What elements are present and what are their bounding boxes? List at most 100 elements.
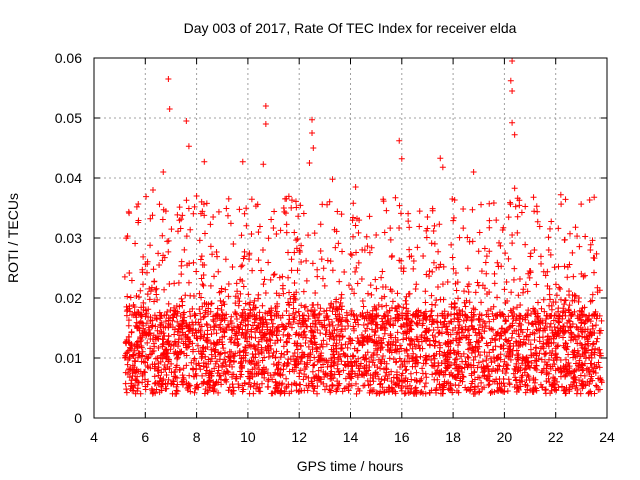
data-point xyxy=(462,303,469,310)
data-point xyxy=(531,330,538,337)
data-point xyxy=(148,350,155,357)
data-point xyxy=(542,387,549,394)
data-point xyxy=(267,312,274,319)
data-point xyxy=(323,327,330,334)
data-point xyxy=(511,365,518,372)
x-axis-label: GPS time / hours xyxy=(297,458,404,474)
data-point xyxy=(505,214,512,221)
data-point xyxy=(207,243,214,250)
data-point xyxy=(347,251,354,258)
data-point xyxy=(364,290,371,297)
data-point xyxy=(251,380,258,387)
data-point xyxy=(263,338,270,345)
data-point xyxy=(393,371,400,378)
data-point xyxy=(383,207,390,214)
data-point xyxy=(212,360,219,367)
data-point xyxy=(198,294,205,301)
data-point xyxy=(407,325,414,332)
data-point xyxy=(254,381,261,388)
data-point xyxy=(587,247,594,254)
data-point xyxy=(135,350,142,357)
data-point xyxy=(321,317,328,324)
data-point xyxy=(481,365,488,372)
data-point xyxy=(456,322,463,329)
data-point xyxy=(240,354,247,361)
data-point xyxy=(584,340,591,347)
data-point xyxy=(245,321,252,328)
data-point xyxy=(349,368,356,375)
data-point xyxy=(555,305,562,312)
data-point xyxy=(290,316,297,323)
data-point xyxy=(421,383,428,390)
data-point xyxy=(350,200,357,207)
data-point xyxy=(368,291,375,298)
data-point xyxy=(248,196,255,203)
data-point xyxy=(130,301,137,308)
data-point xyxy=(404,352,411,359)
data-point xyxy=(498,343,505,350)
data-point xyxy=(354,335,361,342)
data-point xyxy=(317,305,324,312)
data-point xyxy=(407,370,414,377)
data-point xyxy=(461,288,468,295)
data-point xyxy=(170,304,177,311)
data-point xyxy=(323,307,330,314)
data-point xyxy=(510,276,517,283)
data-point xyxy=(296,247,303,254)
data-point xyxy=(321,308,328,315)
data-point xyxy=(314,390,321,397)
data-point xyxy=(189,340,196,347)
data-point xyxy=(185,143,192,150)
data-point xyxy=(292,198,299,205)
data-point xyxy=(270,349,277,356)
data-point xyxy=(403,301,410,308)
data-point xyxy=(532,376,539,383)
data-point xyxy=(263,347,270,354)
data-point xyxy=(568,311,575,318)
data-point xyxy=(547,312,554,319)
data-point xyxy=(593,382,600,389)
data-point xyxy=(470,169,477,175)
data-point xyxy=(234,342,241,349)
data-point xyxy=(478,312,485,319)
data-point xyxy=(398,155,405,162)
data-point xyxy=(577,372,584,379)
data-point xyxy=(345,387,352,394)
data-point xyxy=(183,233,190,240)
data-point xyxy=(509,232,516,239)
data-point xyxy=(301,318,308,325)
data-point xyxy=(311,354,318,361)
data-point xyxy=(494,259,501,266)
data-point xyxy=(284,359,291,366)
data-point xyxy=(459,369,466,376)
data-point xyxy=(207,377,214,384)
data-point xyxy=(308,378,315,385)
data-point xyxy=(573,324,580,331)
data-point xyxy=(539,317,546,324)
data-point xyxy=(366,389,373,396)
data-point xyxy=(207,282,214,289)
data-point xyxy=(478,268,485,275)
data-point xyxy=(511,185,518,192)
data-point xyxy=(275,365,282,372)
data-point xyxy=(302,303,309,310)
data-point xyxy=(431,342,438,349)
data-point xyxy=(252,334,259,341)
data-point xyxy=(168,226,175,233)
data-point xyxy=(426,273,433,280)
data-point xyxy=(159,343,166,350)
data-point xyxy=(201,158,208,165)
data-point xyxy=(241,210,248,217)
data-point xyxy=(365,367,372,374)
data-point xyxy=(230,371,237,378)
data-point xyxy=(514,229,521,236)
data-point xyxy=(314,358,321,365)
data-point xyxy=(486,217,493,224)
data-point xyxy=(328,362,335,369)
data-point xyxy=(253,371,260,378)
data-point xyxy=(291,291,298,298)
data-point xyxy=(440,296,447,303)
data-point xyxy=(455,342,462,349)
data-point xyxy=(358,332,365,339)
data-point xyxy=(152,363,159,370)
